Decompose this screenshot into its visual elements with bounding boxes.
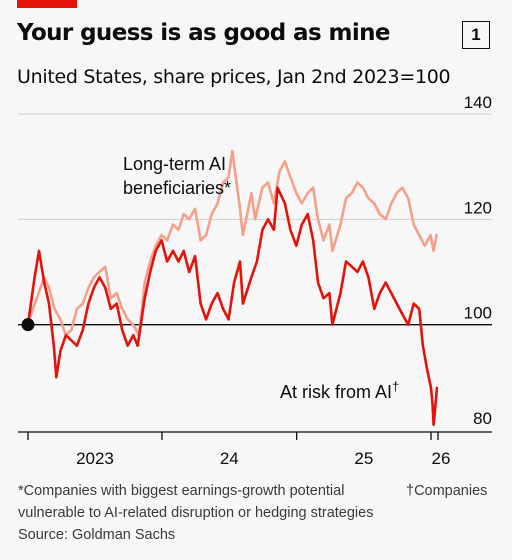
x-axis: 2023 24 25 26: [18, 431, 492, 468]
series-annotations: Long-term AI beneficiaries* At risk from A…: [123, 154, 399, 402]
y-tick-label-120: 120: [464, 198, 492, 217]
footnote-at-risk-line1: †Companies: [406, 483, 488, 499]
source-note: Source: Goldman Sachs: [18, 527, 176, 543]
y-tick-label-140: 140: [464, 93, 492, 112]
series-line-at-risk: [26, 186, 439, 426]
series-line-beneficiaries: [26, 149, 438, 337]
chart-subtitle: United States, share prices, Jan 2nd 202…: [17, 66, 451, 88]
y-axis-ticks: 80 100 120 140: [464, 93, 492, 428]
y-tick-label-100: 100: [464, 304, 492, 323]
footnote-beneficiaries: *Companies with biggest earnings-growth …: [18, 483, 345, 499]
chart-title: Your guess is as good as mine: [17, 20, 390, 46]
chart-number-badge: 1: [462, 21, 490, 49]
label-beneficiaries-line2: beneficiaries*: [123, 178, 231, 198]
start-point-marker: [21, 318, 35, 332]
label-at-risk-dagger: †: [392, 379, 399, 394]
x-tick-label-25: 25: [354, 449, 373, 468]
y-tick-label-80: 80: [473, 409, 492, 428]
label-beneficiaries-line1: Long-term AI: [123, 154, 226, 174]
x-tick-label-26: 26: [432, 449, 451, 468]
footnote-at-risk-line2: vulnerable to AI-related disruption or h…: [18, 505, 374, 521]
x-tick-label-24: 24: [220, 449, 239, 468]
label-at-risk: At risk from AI†: [280, 379, 399, 402]
brand-red-tag: [17, 0, 77, 8]
x-tick-label-2023: 2023: [76, 449, 114, 468]
series-lines: [21, 149, 439, 426]
